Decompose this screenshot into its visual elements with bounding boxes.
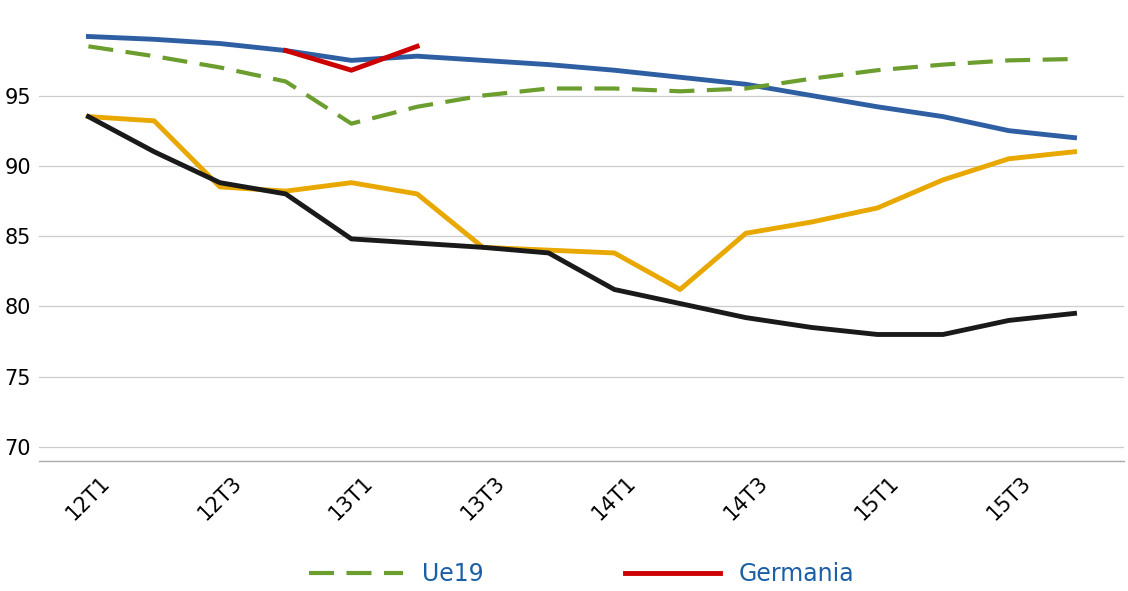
Legend: Ue19, Germania: Ue19, Germania <box>299 553 864 591</box>
